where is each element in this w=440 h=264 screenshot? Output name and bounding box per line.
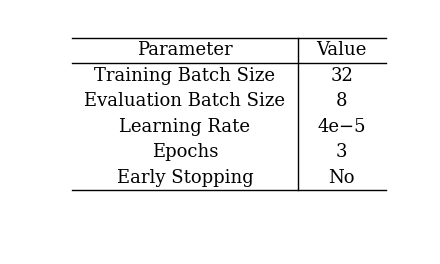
Text: Parameter: Parameter xyxy=(137,41,233,59)
Text: 8: 8 xyxy=(336,92,348,110)
Text: Learning Rate: Learning Rate xyxy=(120,118,250,136)
Text: 4e−5: 4e−5 xyxy=(318,118,366,136)
Text: 3: 3 xyxy=(336,143,348,161)
Text: 32: 32 xyxy=(330,67,353,85)
Text: Epochs: Epochs xyxy=(152,143,218,161)
Text: Value: Value xyxy=(317,41,367,59)
Text: No: No xyxy=(329,168,355,187)
Text: Training Batch Size: Training Batch Size xyxy=(95,67,275,85)
Text: Evaluation Batch Size: Evaluation Batch Size xyxy=(84,92,286,110)
Text: Early Stopping: Early Stopping xyxy=(117,168,253,187)
